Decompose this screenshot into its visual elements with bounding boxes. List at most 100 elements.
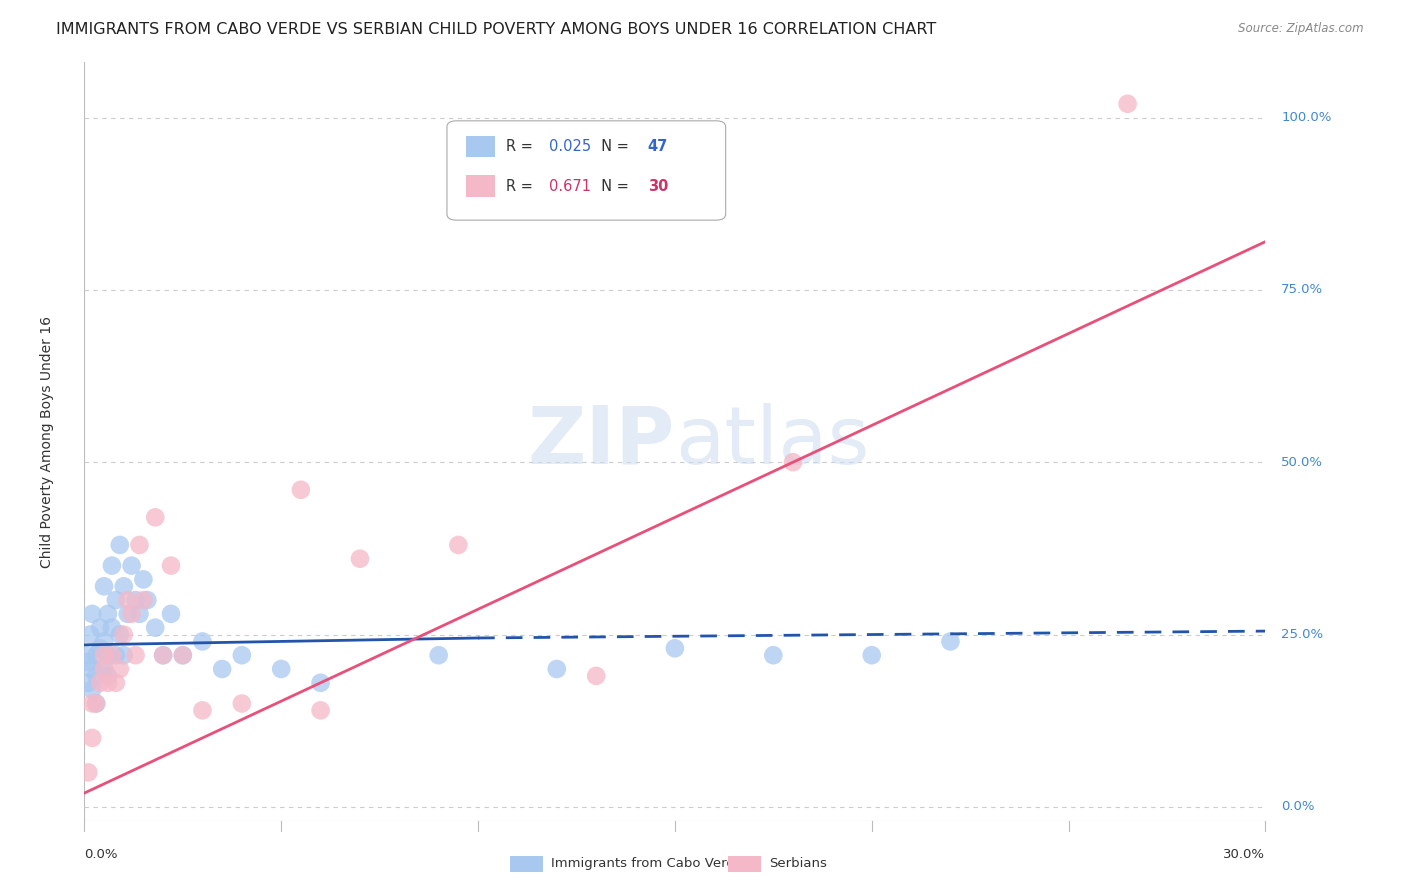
Text: Immigrants from Cabo Verde: Immigrants from Cabo Verde: [551, 857, 742, 871]
Text: Child Poverty Among Boys Under 16: Child Poverty Among Boys Under 16: [39, 316, 53, 567]
Point: [152, 648, 174, 663]
Bar: [465, 176, 495, 196]
Point: [160, 607, 183, 621]
Text: 50.0%: 50.0%: [1281, 456, 1323, 468]
Point: [762, 648, 785, 663]
Point: [93, 579, 115, 593]
Point: [128, 538, 150, 552]
Point: [84, 697, 107, 711]
Text: R =: R =: [506, 139, 537, 154]
Point: [160, 558, 183, 573]
Text: 47: 47: [648, 139, 668, 154]
Text: atlas: atlas: [675, 402, 869, 481]
Point: [132, 573, 155, 587]
Point: [309, 675, 332, 690]
Point: [270, 662, 292, 676]
Point: [664, 641, 686, 656]
Point: [427, 648, 450, 663]
Point: [117, 593, 139, 607]
Point: [82, 682, 104, 697]
Point: [97, 607, 120, 621]
Point: [84, 697, 107, 711]
Point: [82, 731, 104, 745]
Point: [104, 593, 127, 607]
Point: [191, 634, 214, 648]
Text: 0.671: 0.671: [548, 178, 591, 194]
Point: [112, 648, 135, 663]
Point: [82, 697, 104, 711]
Point: [290, 483, 312, 497]
Text: 75.0%: 75.0%: [1281, 284, 1323, 296]
Point: [546, 662, 568, 676]
Bar: [509, 855, 543, 872]
Point: [75, 648, 97, 663]
Point: [585, 669, 607, 683]
Point: [89, 641, 111, 656]
Point: [79, 627, 101, 641]
Point: [82, 662, 104, 676]
Point: [97, 648, 120, 663]
Point: [172, 648, 194, 663]
Text: Source: ZipAtlas.com: Source: ZipAtlas.com: [1239, 22, 1364, 36]
Text: N =: N =: [592, 178, 634, 194]
Text: 0.0%: 0.0%: [1281, 800, 1315, 814]
Point: [108, 538, 131, 552]
Point: [97, 669, 120, 683]
Point: [231, 697, 253, 711]
Point: [93, 662, 115, 676]
Point: [152, 648, 174, 663]
Point: [143, 510, 166, 524]
Point: [132, 593, 155, 607]
Point: [128, 607, 150, 621]
Point: [121, 607, 143, 621]
Text: ZIP: ZIP: [527, 402, 675, 481]
Point: [108, 662, 131, 676]
Point: [104, 675, 127, 690]
Point: [136, 593, 159, 607]
Point: [117, 607, 139, 621]
Bar: [728, 855, 761, 872]
Point: [77, 765, 100, 780]
Point: [211, 662, 233, 676]
Point: [84, 669, 107, 683]
Point: [101, 621, 124, 635]
Point: [101, 648, 124, 663]
Point: [1116, 96, 1139, 111]
Point: [89, 621, 111, 635]
Point: [82, 607, 104, 621]
Text: Serbians: Serbians: [769, 857, 827, 871]
Point: [447, 538, 470, 552]
Text: IMMIGRANTS FROM CABO VERDE VS SERBIAN CHILD POVERTY AMONG BOYS UNDER 16 CORRELAT: IMMIGRANTS FROM CABO VERDE VS SERBIAN CH…: [56, 22, 936, 37]
FancyBboxPatch shape: [447, 120, 725, 220]
Point: [108, 627, 131, 641]
Text: N =: N =: [592, 139, 634, 154]
Text: 25.0%: 25.0%: [1281, 628, 1323, 641]
Text: 0.0%: 0.0%: [84, 848, 118, 861]
Point: [939, 634, 962, 648]
Point: [782, 455, 804, 469]
Text: 0.025: 0.025: [548, 139, 591, 154]
Point: [124, 648, 146, 663]
Point: [93, 662, 115, 676]
Text: R =: R =: [506, 178, 537, 194]
Point: [104, 648, 127, 663]
Point: [101, 558, 124, 573]
Point: [172, 648, 194, 663]
Point: [121, 558, 143, 573]
Point: [191, 703, 214, 717]
Text: 30: 30: [648, 178, 668, 194]
Bar: [465, 136, 495, 157]
Point: [860, 648, 883, 663]
Point: [143, 621, 166, 635]
Point: [124, 593, 146, 607]
Point: [89, 675, 111, 690]
Point: [112, 579, 135, 593]
Point: [77, 655, 100, 669]
Point: [93, 634, 115, 648]
Text: 100.0%: 100.0%: [1281, 112, 1331, 124]
Point: [231, 648, 253, 663]
Point: [112, 627, 135, 641]
Text: 30.0%: 30.0%: [1223, 848, 1265, 861]
Point: [77, 675, 100, 690]
Point: [97, 675, 120, 690]
